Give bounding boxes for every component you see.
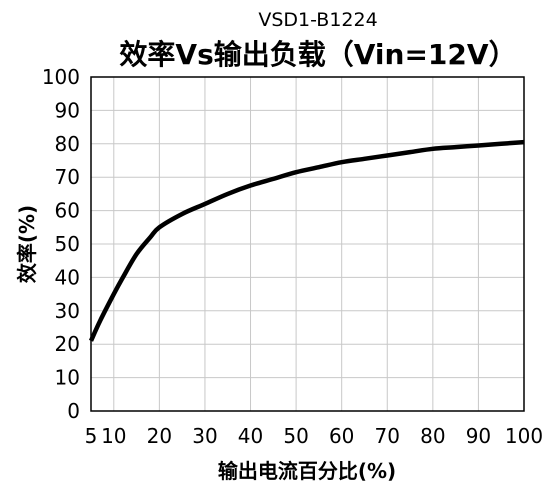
x-tick-label: 70: [375, 424, 400, 448]
x-tick-label: 20: [147, 424, 172, 448]
x-tick-label: 40: [238, 424, 263, 448]
y-tick-labels: 0 10 20 30 40 50 60 70 80 90 100: [42, 65, 80, 423]
x-tick-labels: 5 10 20 30 40 50 60 70 80 90 100: [85, 424, 543, 448]
x-tick-label: 90: [466, 424, 491, 448]
y-tick-label: 20: [55, 332, 80, 356]
x-tick-label: 5: [85, 424, 98, 448]
y-axis-label: 效率(%): [15, 205, 39, 283]
x-tick-label: 10: [101, 424, 126, 448]
y-tick-label: 50: [55, 232, 80, 256]
plot-area-frame: [90, 76, 525, 412]
x-tick-label: 80: [420, 424, 445, 448]
y-tick-label: 100: [42, 65, 80, 89]
chart-subtitle: VSD1-B1224: [258, 9, 377, 31]
efficiency-series-line-0: [88, 139, 525, 342]
y-tick-label: 90: [55, 98, 80, 122]
x-tick-label: 30: [192, 424, 217, 448]
y-tick-label: 40: [55, 265, 80, 289]
x-tick-label: 60: [329, 424, 354, 448]
y-tick-label: 0: [67, 399, 80, 423]
chart-title: 效率Vs输出负载（Vin=12V）: [119, 38, 516, 71]
y-tick-label: 10: [55, 366, 80, 390]
series-group: [88, 139, 525, 342]
y-tick-label: 80: [55, 132, 80, 156]
y-tick-label: 60: [55, 199, 80, 223]
y-tick-label: 30: [55, 299, 80, 323]
x-tick-label: 50: [283, 424, 308, 448]
y-tick-label: 70: [55, 165, 80, 189]
x-tick-label: 100: [505, 424, 543, 448]
grid-lines: [90, 76, 525, 412]
x-axis-label: 输出电流百分比(%): [218, 459, 396, 483]
